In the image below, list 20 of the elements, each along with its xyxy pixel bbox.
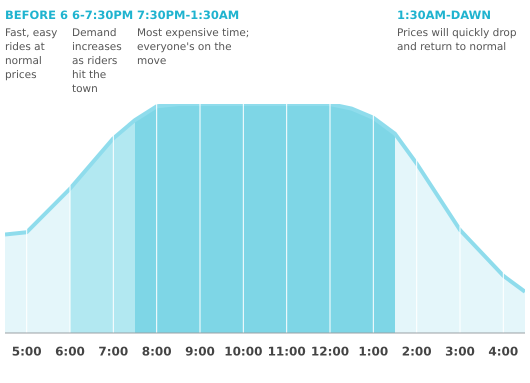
x-tick-label: 5:00 [12,344,42,359]
band-label: 7:30PM-1:30AM [137,8,240,22]
x-tick-label: 10:00 [224,344,262,359]
text: Most expensive time; everyone's on the move [137,26,250,68]
text: Fast, easy rides at normal prices [5,26,58,82]
x-tick-label: 3:00 [445,344,475,359]
x-tick-label: 9:00 [185,344,215,359]
x-tick-label: 6:00 [55,344,85,359]
x-tick-label: 4:00 [488,344,518,359]
band-label: 1:30AM-DAWN [397,8,492,22]
text: Demand increases as riders hit the town [72,26,123,96]
x-tick-label: 12:00 [310,344,350,359]
band-label: 6-7:30PM [72,8,134,22]
band-label: BEFORE 6 [5,8,68,22]
text: Prices will quickly drop and return to normal [397,26,518,54]
x-tick-label: 8:00 [142,344,172,359]
x-tick-label: 1:00 [358,344,388,359]
x-tick-label: 7:00 [98,344,128,359]
x-tick-label: 2:00 [402,344,432,359]
x-tick-label: 11:00 [268,344,306,359]
